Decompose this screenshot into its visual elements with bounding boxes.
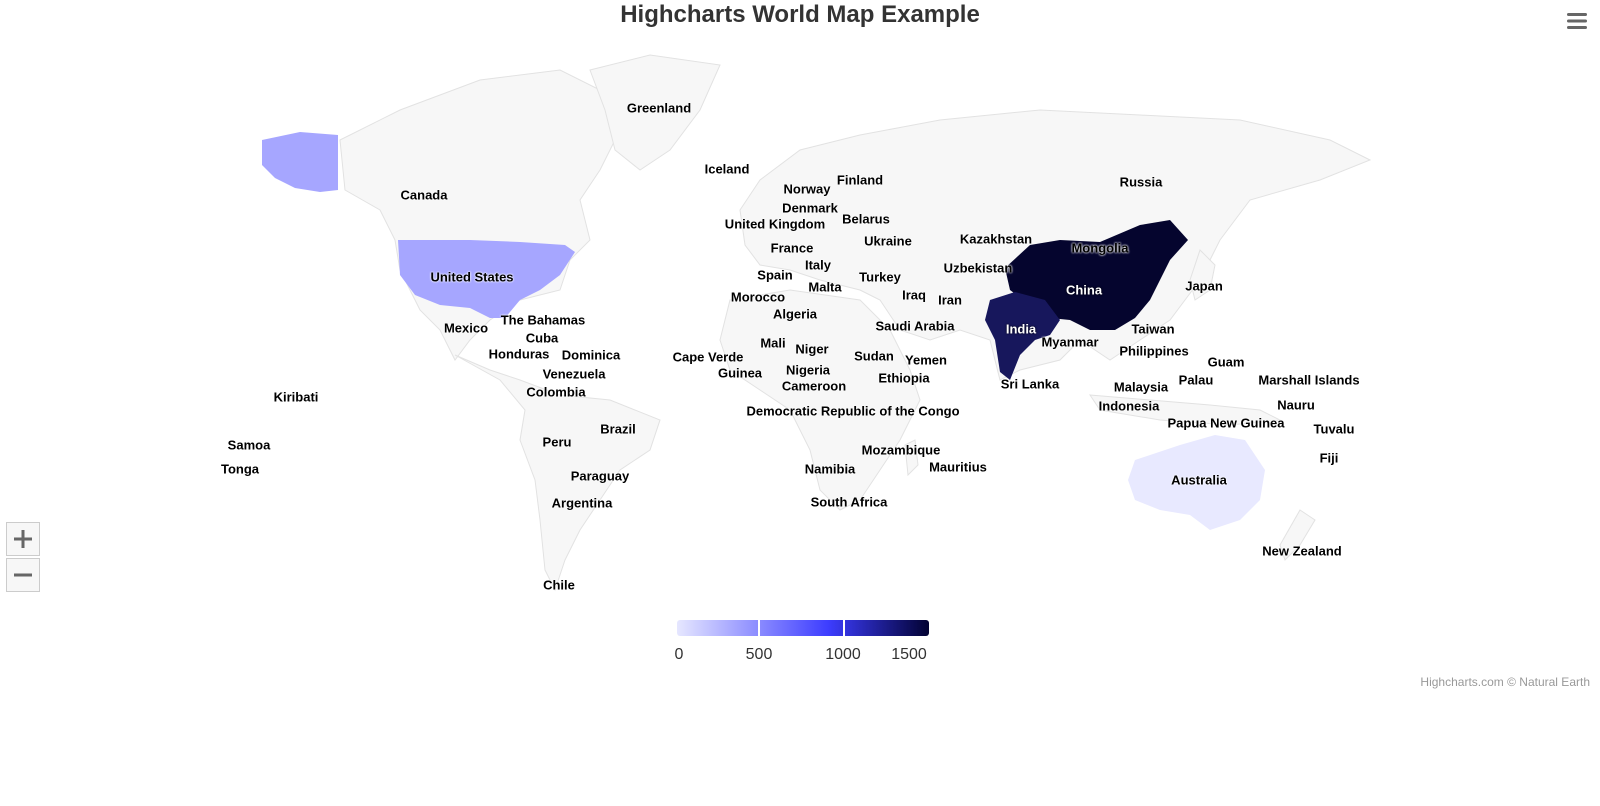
country-label: Denmark	[782, 200, 838, 216]
country-label: Malaysia	[1113, 379, 1169, 395]
legend-tick-label: 1000	[825, 646, 861, 663]
country-label: Turkey	[859, 269, 901, 285]
country-label: Peru	[542, 434, 572, 450]
country-china	[1005, 220, 1188, 330]
country-label: Iran	[938, 292, 962, 308]
world-map[interactable]	[0, 40, 1600, 600]
country-label: Venezuela	[542, 366, 606, 382]
country-label: Morocco	[730, 289, 786, 305]
country-india	[985, 292, 1060, 380]
country-label: Kazakhstan	[959, 231, 1033, 247]
country-label: Mauritius	[929, 459, 987, 475]
country-label: China	[1065, 282, 1103, 298]
land-greenland	[589, 54, 721, 171]
country-label: Guinea	[717, 365, 763, 381]
country-label: Indonesia	[1098, 398, 1160, 414]
country-label: Sudan	[854, 348, 894, 364]
country-us-alaska	[262, 132, 338, 192]
country-label: Malta	[808, 279, 842, 295]
country-label: Papua New Guinea	[1167, 415, 1285, 431]
country-label: Brazil	[600, 421, 636, 437]
country-label: Cuba	[525, 330, 559, 346]
country-label: Samoa	[227, 437, 271, 453]
country-label: United Kingdom	[724, 216, 826, 232]
country-label: Argentina	[551, 495, 613, 511]
zoom-in-button[interactable]	[6, 522, 40, 556]
land-new-zealand	[1279, 509, 1316, 561]
country-label: Finland	[836, 172, 884, 188]
country-label: Cameroon	[781, 378, 847, 394]
country-label: Tonga	[220, 461, 260, 477]
country-label: Dominica	[561, 347, 621, 363]
country-label: Greenland	[626, 100, 692, 116]
country-label: Italy	[804, 257, 832, 273]
country-label: Mexico	[443, 320, 489, 336]
legend-tick-label: 500	[745, 646, 773, 663]
credits-link[interactable]: Highcharts.com © Natural Earth	[1420, 675, 1590, 689]
country-label: Paraguay	[570, 468, 630, 484]
country-label: Honduras	[488, 346, 550, 362]
country-label: United States	[430, 269, 514, 285]
country-label: Belarus	[842, 211, 890, 227]
hamburger-menu-icon[interactable]	[1566, 10, 1588, 32]
country-label: Sri Lanka	[1000, 376, 1060, 392]
color-axis-bar	[677, 620, 929, 636]
country-label: The Bahamas	[500, 312, 586, 328]
country-label: Mongolia	[1071, 240, 1129, 256]
legend-divider	[843, 620, 845, 636]
country-label: Namibia	[804, 461, 856, 477]
country-label: Niger	[795, 341, 829, 357]
country-label: Canada	[400, 187, 448, 203]
country-label: Ukraine	[864, 233, 912, 249]
country-label: Iraq	[902, 287, 926, 303]
country-label: Uzbekistan	[943, 260, 1013, 276]
country-label: Marshall Islands	[1258, 372, 1360, 388]
country-label: South Africa	[810, 494, 888, 510]
country-label: Taiwan	[1131, 321, 1175, 337]
country-label: Myanmar	[1041, 334, 1099, 350]
country-label: Saudi Arabia	[875, 318, 955, 334]
country-label: Iceland	[704, 161, 750, 177]
country-label: Nauru	[1277, 397, 1315, 413]
country-label: Yemen	[905, 352, 947, 368]
country-united-states	[398, 240, 575, 318]
country-label: Mali	[760, 335, 786, 351]
country-label: Guam	[1207, 354, 1245, 370]
country-label: Nigeria	[785, 362, 831, 378]
country-label: New Zealand	[1262, 543, 1342, 559]
land-south-america	[454, 354, 661, 592]
country-label: Norway	[783, 181, 831, 197]
country-label: Algeria	[772, 306, 818, 322]
zoom-out-button[interactable]	[6, 558, 40, 592]
country-label: Russia	[1119, 174, 1163, 190]
country-label: Colombia	[526, 384, 586, 400]
country-label: Australia	[1171, 472, 1227, 488]
country-label: Ethiopia	[878, 370, 930, 386]
country-label: Democratic Republic of the Congo	[746, 403, 960, 419]
land-madagascar	[904, 439, 919, 477]
country-label: Mozambique	[861, 442, 941, 458]
country-label: Tuvalu	[1313, 421, 1355, 437]
country-label: Palau	[1178, 372, 1214, 388]
country-australia	[1128, 435, 1265, 530]
country-label: Kiribati	[273, 389, 319, 405]
country-label: Fiji	[1319, 450, 1339, 466]
chart-title: Highcharts World Map Example	[620, 1, 980, 28]
land-japan	[1189, 249, 1216, 301]
country-label: France	[770, 240, 814, 256]
land-indonesia	[1089, 394, 1282, 426]
country-label: India	[1005, 321, 1037, 337]
legend-tick-label: 1500	[891, 646, 927, 663]
country-label: Cape Verde	[672, 349, 744, 365]
legend-divider	[758, 620, 760, 636]
country-label: Japan	[1185, 278, 1223, 294]
minus-icon	[14, 573, 32, 577]
land-africa	[719, 289, 921, 511]
country-label: Spain	[757, 267, 793, 283]
country-label: Chile	[543, 577, 575, 593]
country-label: Philippines	[1119, 343, 1189, 359]
plus-icon	[14, 530, 32, 548]
legend-tick-label: 0	[674, 646, 684, 663]
